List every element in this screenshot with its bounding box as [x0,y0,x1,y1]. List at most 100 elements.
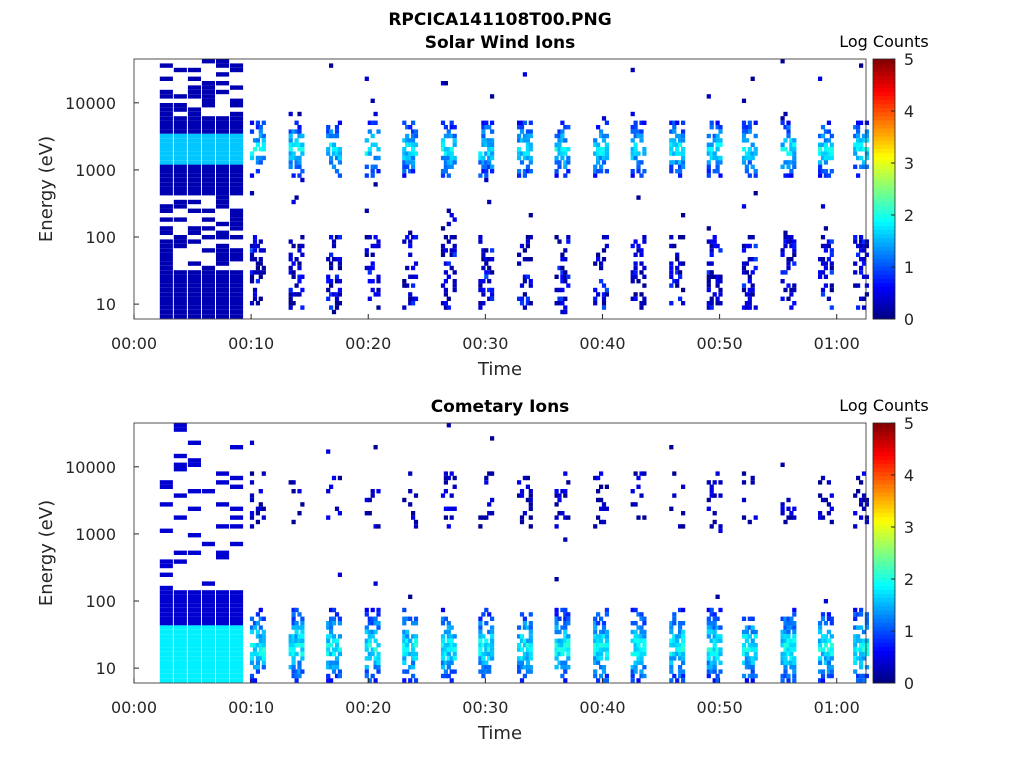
heatmap-cell [525,651,530,657]
heatmap-cell [593,660,598,665]
heatmap-cell [230,673,244,679]
heatmap-cell [864,129,869,134]
heatmap-cell [443,480,448,485]
heatmap-cell [230,155,244,161]
heatmap-cell [829,651,834,657]
heatmap-cell [630,673,635,679]
heatmap-cell [329,621,334,626]
heatmap-cell [642,638,647,643]
heatmap-cell [187,458,201,463]
heatmap-cell [443,660,448,665]
heatmap-cell [528,497,533,503]
heatmap-cell [669,651,674,657]
heatmap-cell [159,169,173,174]
heatmap-cell [642,283,647,288]
heatmap-cell [487,138,492,143]
colorbar-swatch [873,670,895,676]
heatmap-cell [823,643,828,648]
heatmap-cell [715,279,720,284]
heatmap-cell [601,634,607,639]
heatmap-cell [402,656,407,661]
heatmap-cell [173,612,187,617]
heatmap-cell [201,665,215,670]
heatmap-cell [522,169,527,174]
heatmap-cell [230,616,244,621]
heatmap-cell [715,147,720,152]
heatmap-cell [783,173,788,178]
heatmap-cell [261,265,266,271]
heatmap-cell [249,524,255,529]
heatmap-cell [741,634,747,639]
colorbar-tick-label: 0 [904,674,914,693]
heatmap-cell [288,296,293,301]
heatmap-cell [187,594,201,599]
heatmap-cell [297,261,302,266]
heatmap-cell [557,638,562,643]
heatmap-cell [255,279,260,284]
heatmap-cell [861,239,867,244]
heatmap-cell [201,669,215,674]
heatmap-cell [753,515,758,520]
heatmap-cell [201,296,215,301]
heatmap-cell [413,274,419,279]
heatmap-cell [823,621,828,626]
heatmap-cell [173,103,187,108]
heatmap-cell [522,120,527,125]
heatmap-cell [291,129,296,134]
heatmap-cell [484,160,489,165]
heatmap-cell [783,660,788,665]
heatmap-cell [201,235,215,240]
heatmap-cell [291,660,296,665]
heatmap-cell [413,296,419,301]
heatmap-cell [604,292,609,297]
heatmap-cell [216,129,230,134]
heatmap-cell [288,160,293,165]
heatmap-cell [487,125,492,130]
heatmap-cell [864,155,869,161]
heatmap-cell [554,173,559,178]
heatmap-cell [331,142,337,147]
heatmap-cell [173,590,187,595]
heatmap-cell [364,76,369,81]
heatmap-cell [201,208,215,213]
heatmap-cell [599,471,604,476]
heatmap-cell [487,151,492,156]
heatmap-cell [675,257,680,262]
heatmap-cell [636,133,641,139]
heatmap-cell [706,147,711,152]
heatmap-cell [715,638,720,643]
heatmap-cell [786,160,791,165]
heatmap-cell [820,475,826,481]
heatmap-cell [443,292,448,297]
heatmap-cell [446,261,451,266]
heatmap-cell [216,204,230,209]
x-tick-label: 00:40 [579,698,625,717]
heatmap-cell [593,151,598,156]
heatmap-cell [402,643,407,648]
heatmap-cell [859,147,864,152]
heatmap-cell [823,634,828,639]
colorbar-swatch [873,520,895,526]
heatmap-cell [741,660,747,665]
heatmap-cell [367,651,372,657]
y-tick-label: 100 [85,228,116,247]
heatmap-cell [487,629,492,635]
heatmap-cell [261,660,266,665]
heatmap-cell [440,243,446,249]
heatmap-cell [402,239,407,244]
heatmap-cell [258,160,263,165]
heatmap-cell [481,673,486,679]
heatmap-cell [159,125,173,130]
colorbar-swatch [873,168,895,174]
heatmap-cell [718,607,723,613]
heatmap-cell [859,270,864,275]
heatmap-cell [216,616,230,621]
heatmap-cell [173,493,187,498]
x-tick-label: 00:10 [228,334,274,353]
heatmap-cell [452,252,457,257]
heatmap-cell [411,265,416,271]
heatmap-cell [288,164,293,169]
heatmap-cell [861,248,867,253]
colorbar-tick-label: 1 [904,622,914,641]
heatmap-cell [481,612,486,617]
